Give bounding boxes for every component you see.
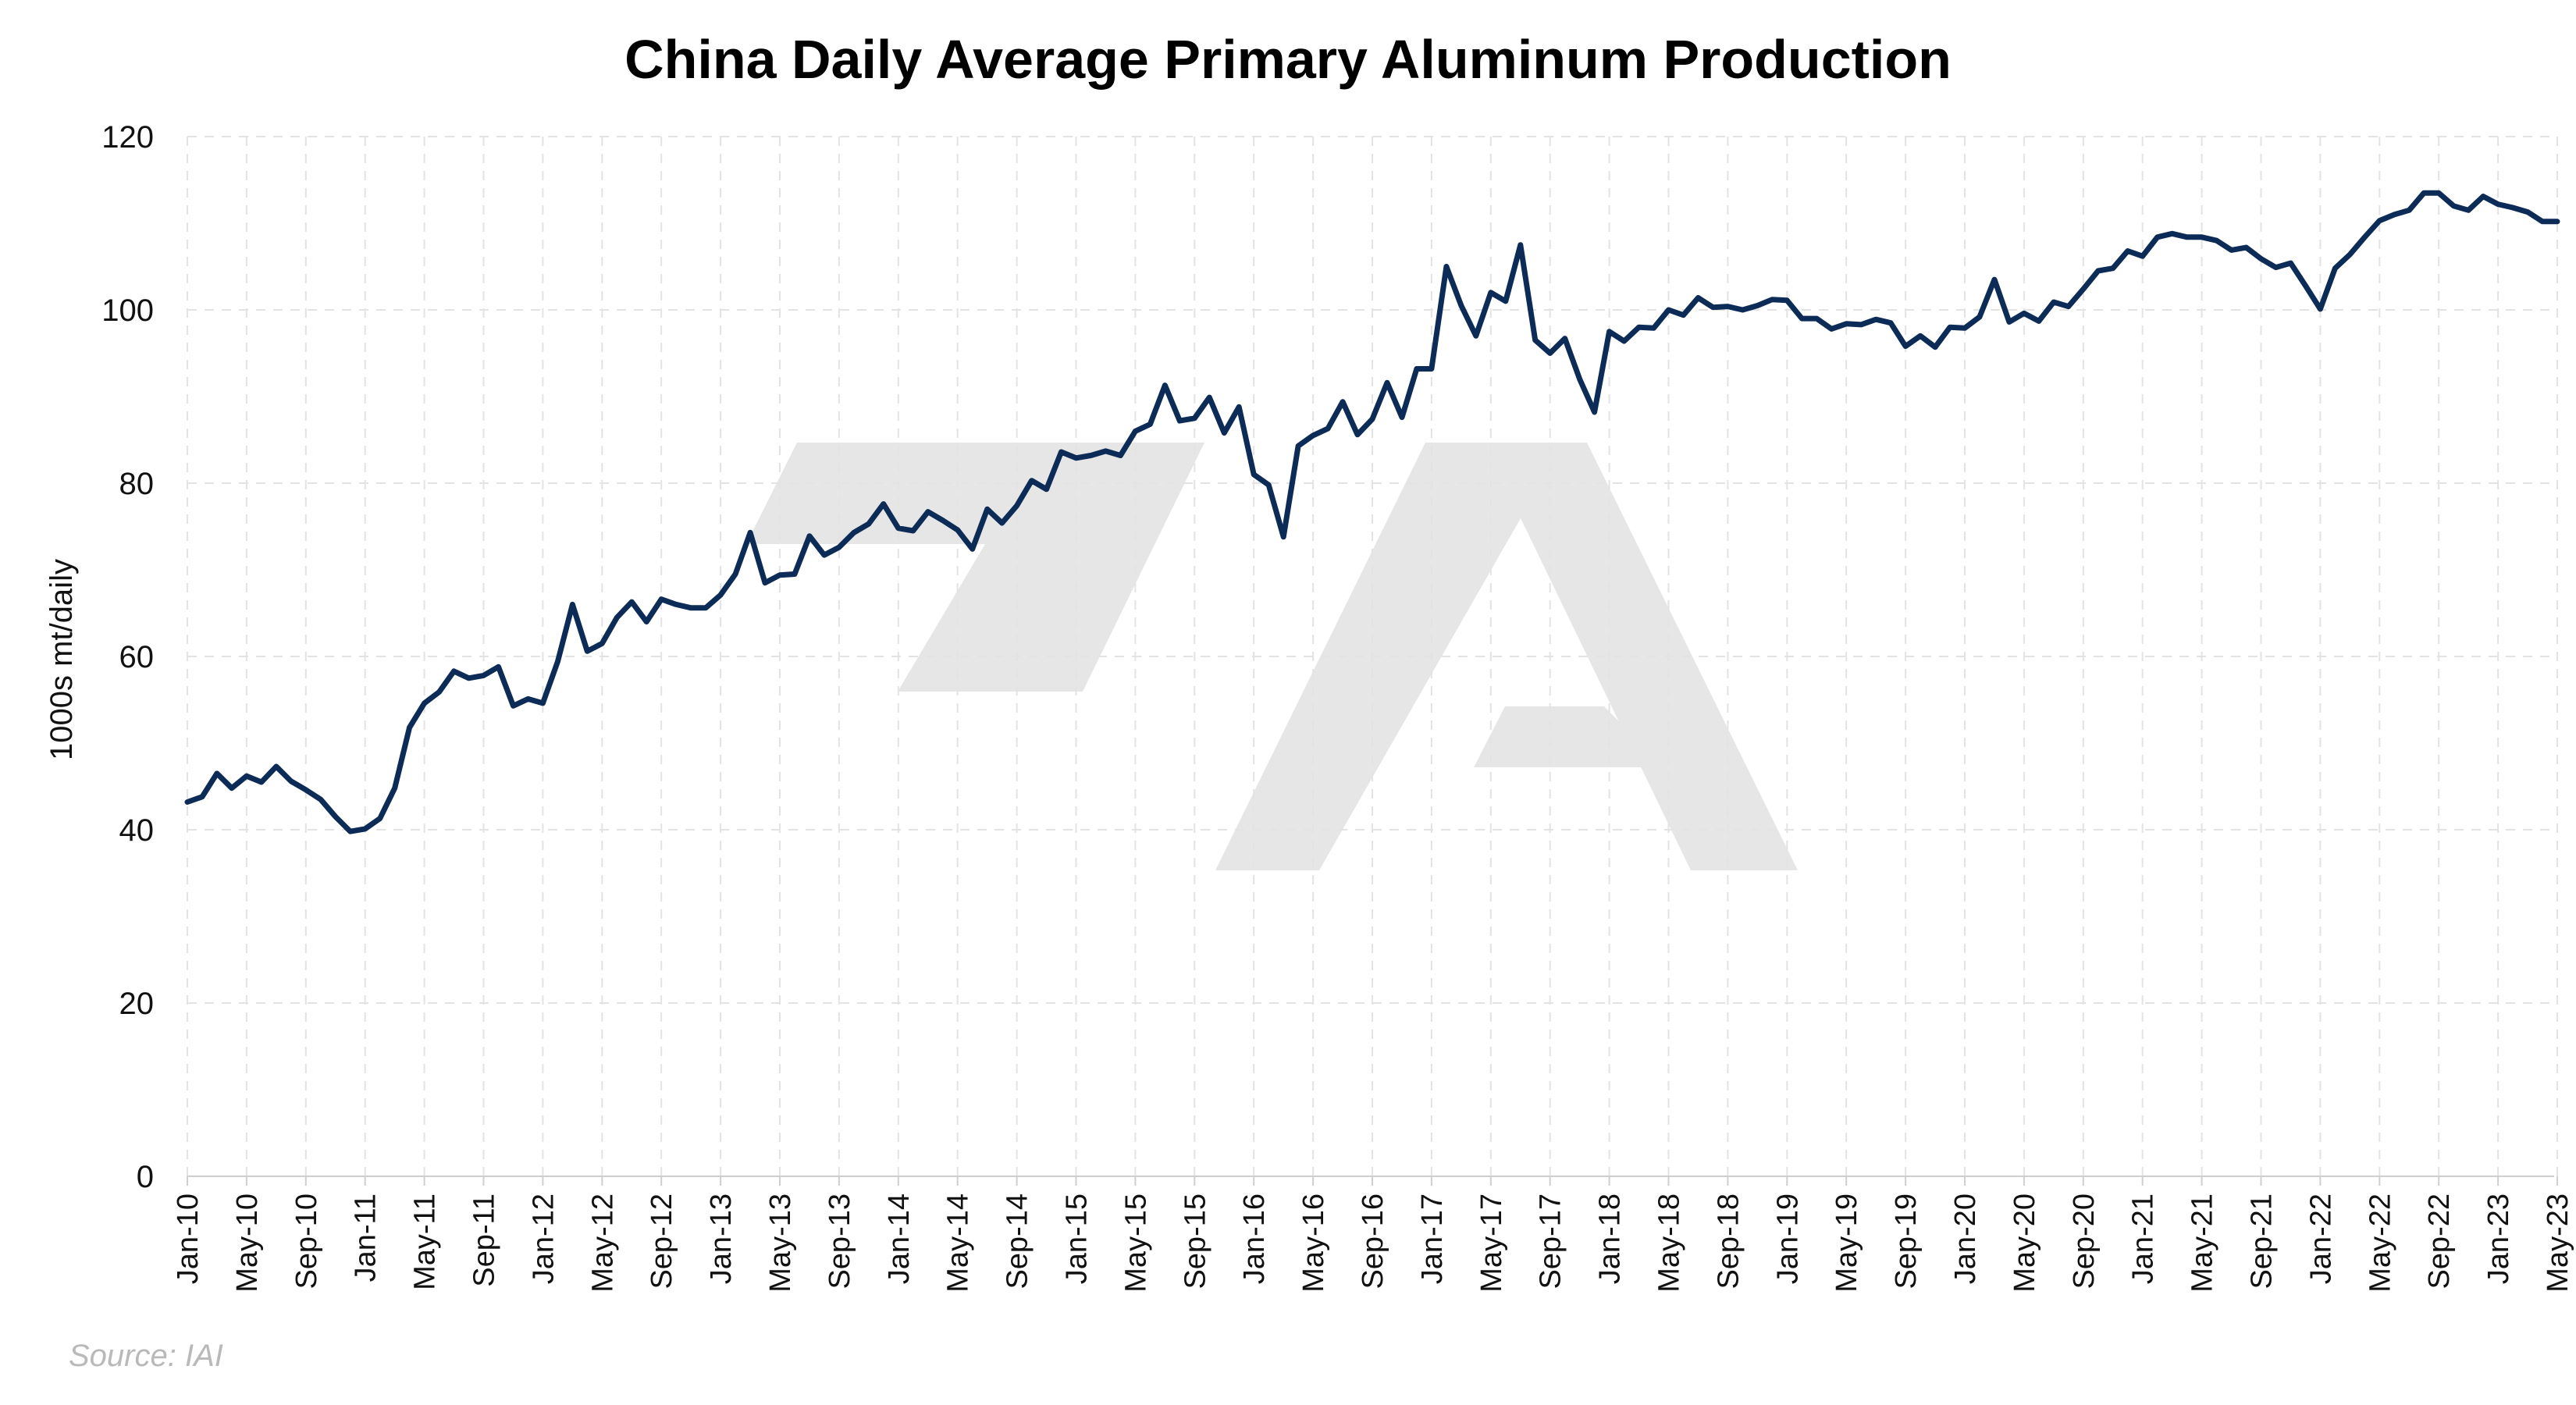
x-tick-label: Jan-12 bbox=[527, 1193, 560, 1284]
x-tick-label: May-16 bbox=[1297, 1193, 1330, 1293]
x-tick-label: May-15 bbox=[1119, 1193, 1152, 1293]
x-tick-label: Jan-23 bbox=[2482, 1193, 2515, 1284]
x-tick-label: Sep-14 bbox=[1002, 1193, 1034, 1289]
chart-title: China Daily Average Primary Aluminum Pro… bbox=[624, 29, 1952, 90]
x-tick-label: Sep-16 bbox=[1357, 1193, 1389, 1289]
x-tick-label: May-12 bbox=[586, 1193, 619, 1293]
x-tick-label: Sep-22 bbox=[2423, 1193, 2456, 1289]
watermark-logo bbox=[746, 443, 1798, 870]
x-tick-label: Jan-10 bbox=[172, 1193, 205, 1284]
x-tick-label: Jan-22 bbox=[2304, 1193, 2337, 1284]
y-axis-label: 1000s mt/daily bbox=[44, 559, 79, 760]
x-tick-label: May-19 bbox=[1831, 1193, 1863, 1293]
y-tick-label: 80 bbox=[119, 467, 155, 501]
x-tick-label: May-18 bbox=[1653, 1193, 1686, 1293]
x-tick-label: Jan-14 bbox=[883, 1193, 916, 1284]
x-tick-label: May-22 bbox=[2364, 1193, 2396, 1293]
y-tick-label: 100 bbox=[101, 293, 154, 328]
x-tick-label: May-11 bbox=[409, 1193, 442, 1290]
y-tick-label: 60 bbox=[119, 640, 155, 674]
x-tick-label: May-20 bbox=[2008, 1193, 2041, 1293]
source-note: Source: IAI bbox=[69, 1339, 223, 1373]
x-axis-ticks: Jan-10 May-10 Sep-10 Jan-11 May-11 Sep-11 Jan-… bbox=[172, 1176, 2574, 1293]
x-tick-label: Sep-10 bbox=[290, 1193, 323, 1289]
x-tick-label: Jan-21 bbox=[2127, 1193, 2160, 1284]
x-tick-label: May-14 bbox=[942, 1193, 975, 1293]
x-tick-label: May-21 bbox=[2186, 1193, 2219, 1293]
x-tick-label: Sep-13 bbox=[824, 1193, 856, 1289]
x-tick-label: Sep-20 bbox=[2068, 1193, 2101, 1289]
x-tick-label: Jan-19 bbox=[1771, 1193, 1804, 1284]
y-tick-label: 20 bbox=[119, 987, 155, 1021]
x-tick-label: May-17 bbox=[1475, 1193, 1508, 1293]
x-tick-label: Jan-18 bbox=[1594, 1193, 1627, 1284]
x-tick-label: Sep-21 bbox=[2246, 1193, 2279, 1289]
gridlines bbox=[187, 136, 2558, 1176]
x-tick-label: Sep-18 bbox=[1712, 1193, 1745, 1289]
y-tick-label: 40 bbox=[119, 813, 155, 848]
x-tick-label: Jan-11 bbox=[350, 1193, 382, 1282]
x-tick-label: Sep-11 bbox=[468, 1193, 501, 1287]
x-tick-label: Jan-16 bbox=[1238, 1193, 1271, 1284]
x-tick-label: Jan-15 bbox=[1061, 1193, 1094, 1284]
series-line bbox=[184, 190, 2560, 834]
x-tick-label: Jan-17 bbox=[1416, 1193, 1449, 1284]
x-tick-label: Jan-13 bbox=[705, 1193, 738, 1284]
x-tick-label: Sep-15 bbox=[1179, 1193, 1212, 1289]
x-tick-label: May-13 bbox=[764, 1193, 797, 1293]
x-tick-label: May-10 bbox=[231, 1193, 264, 1293]
y-tick-label: 0 bbox=[137, 1160, 154, 1194]
x-tick-label: May-23 bbox=[2542, 1193, 2574, 1293]
x-tick-label: Sep-19 bbox=[1890, 1193, 1923, 1289]
y-tick-label: 120 bbox=[101, 120, 154, 155]
x-tick-label: Jan-20 bbox=[1949, 1193, 1982, 1284]
y-axis-ticks: 0 20 40 60 80 100 120 bbox=[101, 120, 154, 1194]
x-tick-label: Sep-12 bbox=[646, 1193, 678, 1289]
x-tick-label: Sep-17 bbox=[1535, 1193, 1567, 1289]
